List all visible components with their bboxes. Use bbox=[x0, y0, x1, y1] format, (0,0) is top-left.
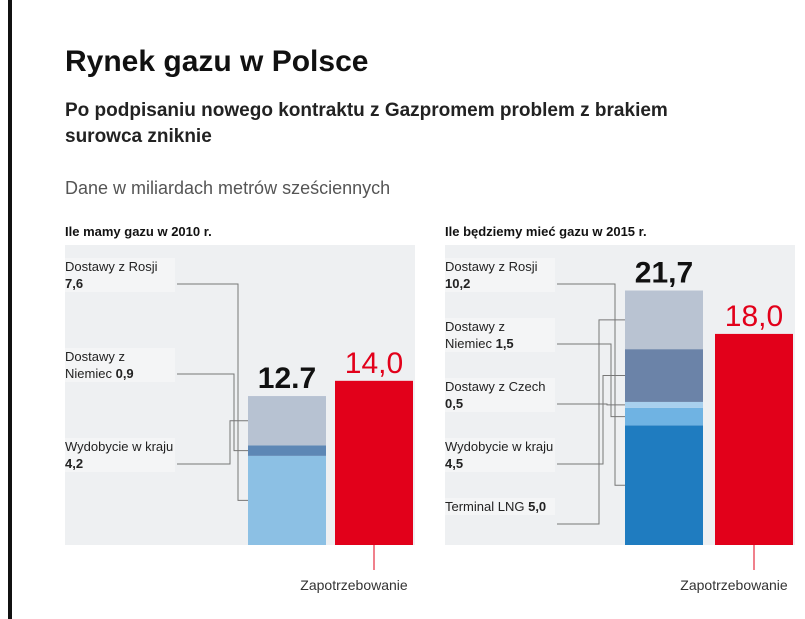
segment-name: Terminal LNG bbox=[445, 499, 525, 514]
bar-segment bbox=[625, 407, 703, 426]
connector bbox=[177, 373, 248, 452]
segment-label: Terminal LNG 5,0 bbox=[445, 498, 555, 515]
total-label: 12.7 bbox=[258, 362, 316, 395]
demand-bar bbox=[715, 333, 793, 545]
demand-label: 14,0 bbox=[345, 347, 403, 380]
segment-name: Dostawy z Czech bbox=[445, 379, 546, 394]
segment-name: Wydobycie w kraju bbox=[65, 439, 174, 454]
segment-name: Dostawy z Rosji bbox=[445, 259, 538, 274]
bar-segment bbox=[248, 445, 326, 456]
bar-segment bbox=[248, 396, 326, 446]
demand-name: Zapotrzebowanie bbox=[300, 577, 408, 593]
segment-value: 0,9 bbox=[115, 366, 134, 381]
panel-title: Ile mamy gazu w 2010 r. bbox=[65, 224, 212, 239]
panel-title: Ile będziemy mieć gazu w 2015 r. bbox=[445, 224, 647, 239]
segment-label: Wydobycie w kraju 4,5 bbox=[445, 438, 555, 472]
segment-name: Dostawy z Rosji bbox=[65, 259, 158, 274]
connector bbox=[557, 403, 625, 406]
segment-label: Dostawy z Niemiec 0,9 bbox=[65, 348, 175, 382]
connector bbox=[557, 375, 625, 465]
connector bbox=[557, 343, 625, 418]
segment-label: Wydobycie w kraju 4,2 bbox=[65, 438, 175, 472]
bar-segment bbox=[625, 401, 703, 408]
segment-value: 0,5 bbox=[445, 396, 464, 411]
segment-name: Wydobycie w kraju bbox=[445, 439, 554, 454]
segment-label: Dostawy z Niemiec 1,5 bbox=[445, 318, 555, 352]
connector bbox=[177, 283, 248, 501]
connector bbox=[557, 319, 625, 525]
connector bbox=[557, 283, 625, 486]
demand-name: Zapotrzebowanie bbox=[680, 577, 788, 593]
segment-value: 7,6 bbox=[65, 276, 84, 291]
bar-segment bbox=[625, 290, 703, 350]
segment-value: 5,0 bbox=[528, 499, 547, 514]
demand-label: 18,0 bbox=[725, 300, 783, 333]
segment-label: Dostawy z Rosji 10,2 bbox=[445, 258, 555, 292]
segment-label: Dostawy z Czech 0,5 bbox=[445, 378, 555, 412]
bar-segment bbox=[248, 455, 326, 545]
segment-value: 4,2 bbox=[65, 456, 84, 471]
segment-name: Dostawy z Niemiec bbox=[445, 319, 505, 351]
demand-bar bbox=[335, 380, 413, 545]
subtitle: Po podpisaniu nowego kontraktu z Gazprom… bbox=[65, 100, 668, 147]
bar-segment bbox=[625, 425, 703, 545]
segment-name: Dostawy z Niemiec bbox=[65, 349, 125, 381]
total-label: 21,7 bbox=[635, 257, 693, 290]
segment-value: 1,5 bbox=[495, 336, 514, 351]
segment-label: Dostawy z Rosji 7,6 bbox=[65, 258, 175, 292]
segment-value: 10,2 bbox=[445, 276, 471, 291]
connector bbox=[177, 420, 248, 465]
note: Dane w miliardach metrów sześciennych bbox=[65, 178, 391, 198]
bar-segment bbox=[625, 349, 703, 402]
segment-value: 4,5 bbox=[445, 456, 464, 471]
title: Rynek gazu w Polsce bbox=[65, 45, 369, 78]
side-rule bbox=[8, 0, 12, 619]
